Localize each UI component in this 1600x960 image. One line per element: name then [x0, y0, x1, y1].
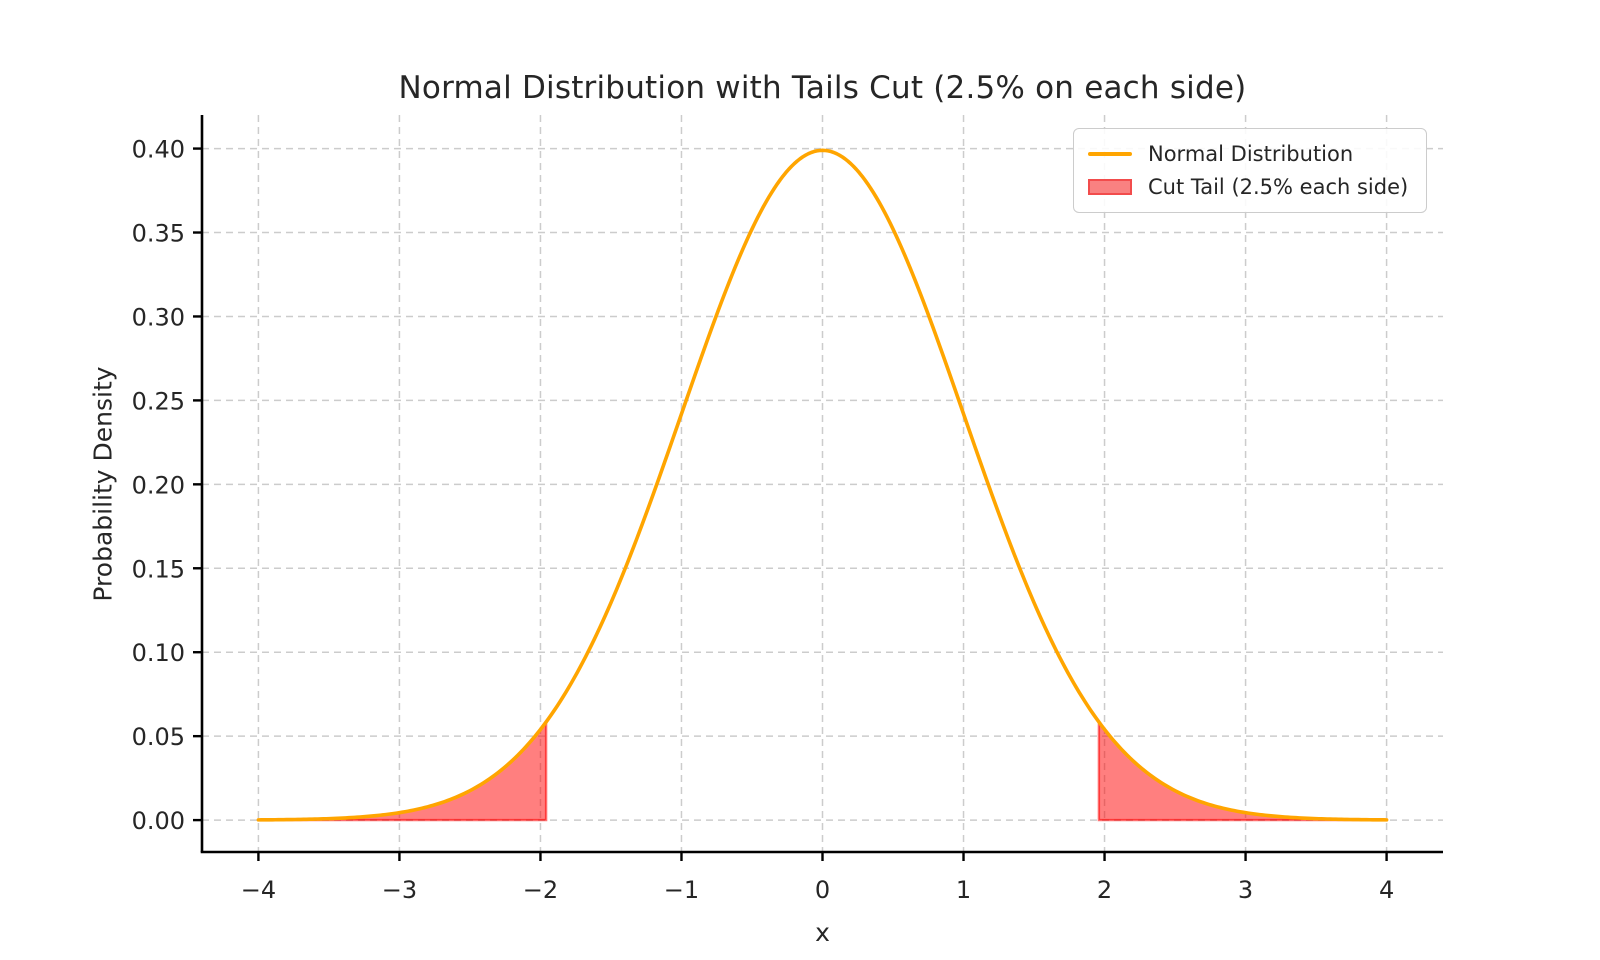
y-tick-label-0.40: 0.40 — [132, 136, 185, 164]
legend-line-swatch — [1088, 152, 1132, 156]
y-tick-label-0.35: 0.35 — [132, 220, 185, 248]
y-axis-label: Probability Density — [88, 366, 118, 602]
x-tick-label-0: 0 — [815, 876, 830, 904]
y-tick-label-0.15: 0.15 — [132, 555, 185, 583]
legend-label-normal-distribution: Normal Distribution — [1148, 142, 1354, 166]
y-tick-label-0.05: 0.05 — [132, 723, 185, 751]
x-tick-label--4: −4 — [241, 876, 276, 904]
y-tick-label-0.20: 0.20 — [132, 471, 185, 499]
x-tick-label--3: −3 — [382, 876, 417, 904]
x-tick-label-4: 4 — [1379, 876, 1394, 904]
legend-label-cut-tail: Cut Tail (2.5% each side) — [1148, 175, 1409, 199]
x-tick-label-3: 3 — [1238, 876, 1253, 904]
normal-curve — [256, 148, 1389, 822]
y-tick-label-0.25: 0.25 — [132, 387, 185, 415]
y-tick-label-0.30: 0.30 — [132, 303, 185, 331]
x-tick-label--2: −2 — [523, 876, 558, 904]
x-tick-label-1: 1 — [956, 876, 971, 904]
legend-entry-cut-tail: Cut Tail (2.5% each side) — [1088, 174, 1408, 200]
legend: Normal Distribution Cut Tail (2.5% each … — [1073, 128, 1428, 213]
y-tick-label-0.00: 0.00 — [132, 807, 185, 835]
legend-entry-normal-distribution: Normal Distribution — [1088, 141, 1408, 167]
chart-title: Normal Distribution with Tails Cut (2.5%… — [398, 70, 1247, 106]
x-axis-label: x — [815, 918, 830, 947]
legend-patch-swatch — [1088, 179, 1132, 195]
x-tick-label-2: 2 — [1097, 876, 1112, 904]
y-tick-label-0.10: 0.10 — [132, 639, 185, 667]
x-tick-label--1: −1 — [664, 876, 699, 904]
